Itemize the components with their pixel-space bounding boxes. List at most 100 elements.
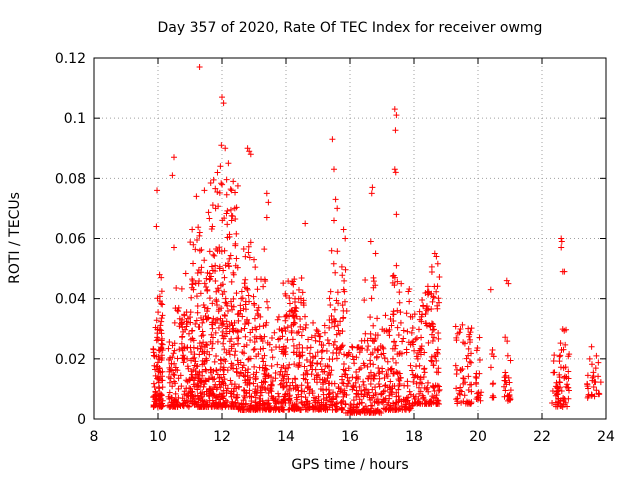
data-point [417, 388, 424, 395]
data-point [391, 166, 398, 173]
data-point [180, 403, 187, 410]
data-point [456, 390, 463, 397]
data-point [374, 332, 381, 339]
data-point [328, 367, 335, 374]
data-point [231, 381, 238, 388]
data-point [337, 388, 344, 395]
data-point [319, 368, 326, 375]
data-point [322, 378, 329, 385]
data-point [213, 288, 220, 295]
data-point [198, 246, 205, 253]
data-point [409, 371, 416, 378]
data-point [257, 402, 264, 409]
data-point [257, 392, 264, 399]
data-point [158, 352, 165, 359]
data-point [286, 300, 293, 307]
data-point [312, 406, 319, 413]
y-axis-label: ROTI / TECUs [7, 192, 23, 284]
data-point [406, 388, 413, 395]
data-point [334, 322, 341, 329]
data-point [224, 207, 231, 214]
data-point [217, 163, 224, 170]
data-point [265, 199, 272, 206]
data-point [208, 263, 215, 270]
data-point [403, 346, 410, 353]
data-point [268, 335, 275, 342]
data-point [334, 289, 341, 296]
data-point [210, 399, 217, 406]
data-point [421, 349, 428, 356]
data-point [275, 313, 282, 320]
data-point [186, 314, 193, 321]
data-point [255, 351, 262, 358]
data-point [279, 333, 286, 340]
data-point [261, 352, 268, 359]
data-point [285, 406, 292, 413]
data-point [344, 374, 351, 381]
data-point [368, 409, 375, 416]
data-point [262, 365, 269, 372]
data-point [457, 384, 464, 391]
data-point [406, 286, 413, 293]
data-point [282, 290, 289, 297]
data-point [419, 311, 426, 318]
data-point [199, 397, 206, 404]
data-point [221, 346, 228, 353]
data-point [215, 287, 222, 294]
data-point [323, 394, 330, 401]
data-point [413, 363, 420, 370]
data-point [240, 245, 247, 252]
data-point [362, 330, 369, 337]
data-point [436, 386, 443, 393]
data-point [199, 348, 206, 355]
data-point [415, 326, 422, 333]
data-point [320, 342, 327, 349]
data-point [334, 205, 341, 212]
data-point [370, 375, 377, 382]
data-point [220, 392, 227, 399]
data-point [391, 406, 398, 413]
data-point [220, 100, 227, 107]
data-point [272, 375, 279, 382]
data-point [564, 381, 571, 388]
data-point [269, 354, 276, 361]
data-point [314, 349, 321, 356]
data-point [155, 395, 162, 402]
data-point [591, 393, 598, 400]
data-point [392, 342, 399, 349]
data-point [461, 340, 468, 347]
data-point [206, 248, 213, 255]
data-point [431, 387, 438, 394]
data-point [239, 364, 246, 371]
data-point [376, 383, 383, 390]
data-point [292, 405, 299, 412]
data-point [232, 189, 239, 196]
data-point [194, 309, 201, 316]
data-point [397, 309, 404, 316]
data-point [473, 370, 480, 377]
data-point [414, 400, 421, 407]
data-point [223, 349, 230, 356]
data-point [220, 320, 227, 327]
data-point [340, 314, 347, 321]
data-point [230, 391, 237, 398]
data-point [189, 281, 196, 288]
data-point [421, 384, 428, 391]
data-point [318, 406, 325, 413]
data-point [201, 257, 208, 264]
data-point [433, 357, 440, 364]
data-point [411, 311, 418, 318]
data-point [291, 298, 298, 305]
data-point [367, 314, 374, 321]
data-point [460, 375, 467, 382]
y-tick-label: 0.1 [64, 111, 86, 127]
data-point [359, 407, 366, 414]
data-point [394, 307, 401, 314]
data-point [153, 337, 160, 344]
data-point [207, 275, 214, 282]
data-point [299, 388, 306, 395]
data-point [219, 94, 225, 101]
data-point [209, 202, 216, 209]
data-point [453, 385, 460, 392]
data-point [563, 383, 570, 390]
